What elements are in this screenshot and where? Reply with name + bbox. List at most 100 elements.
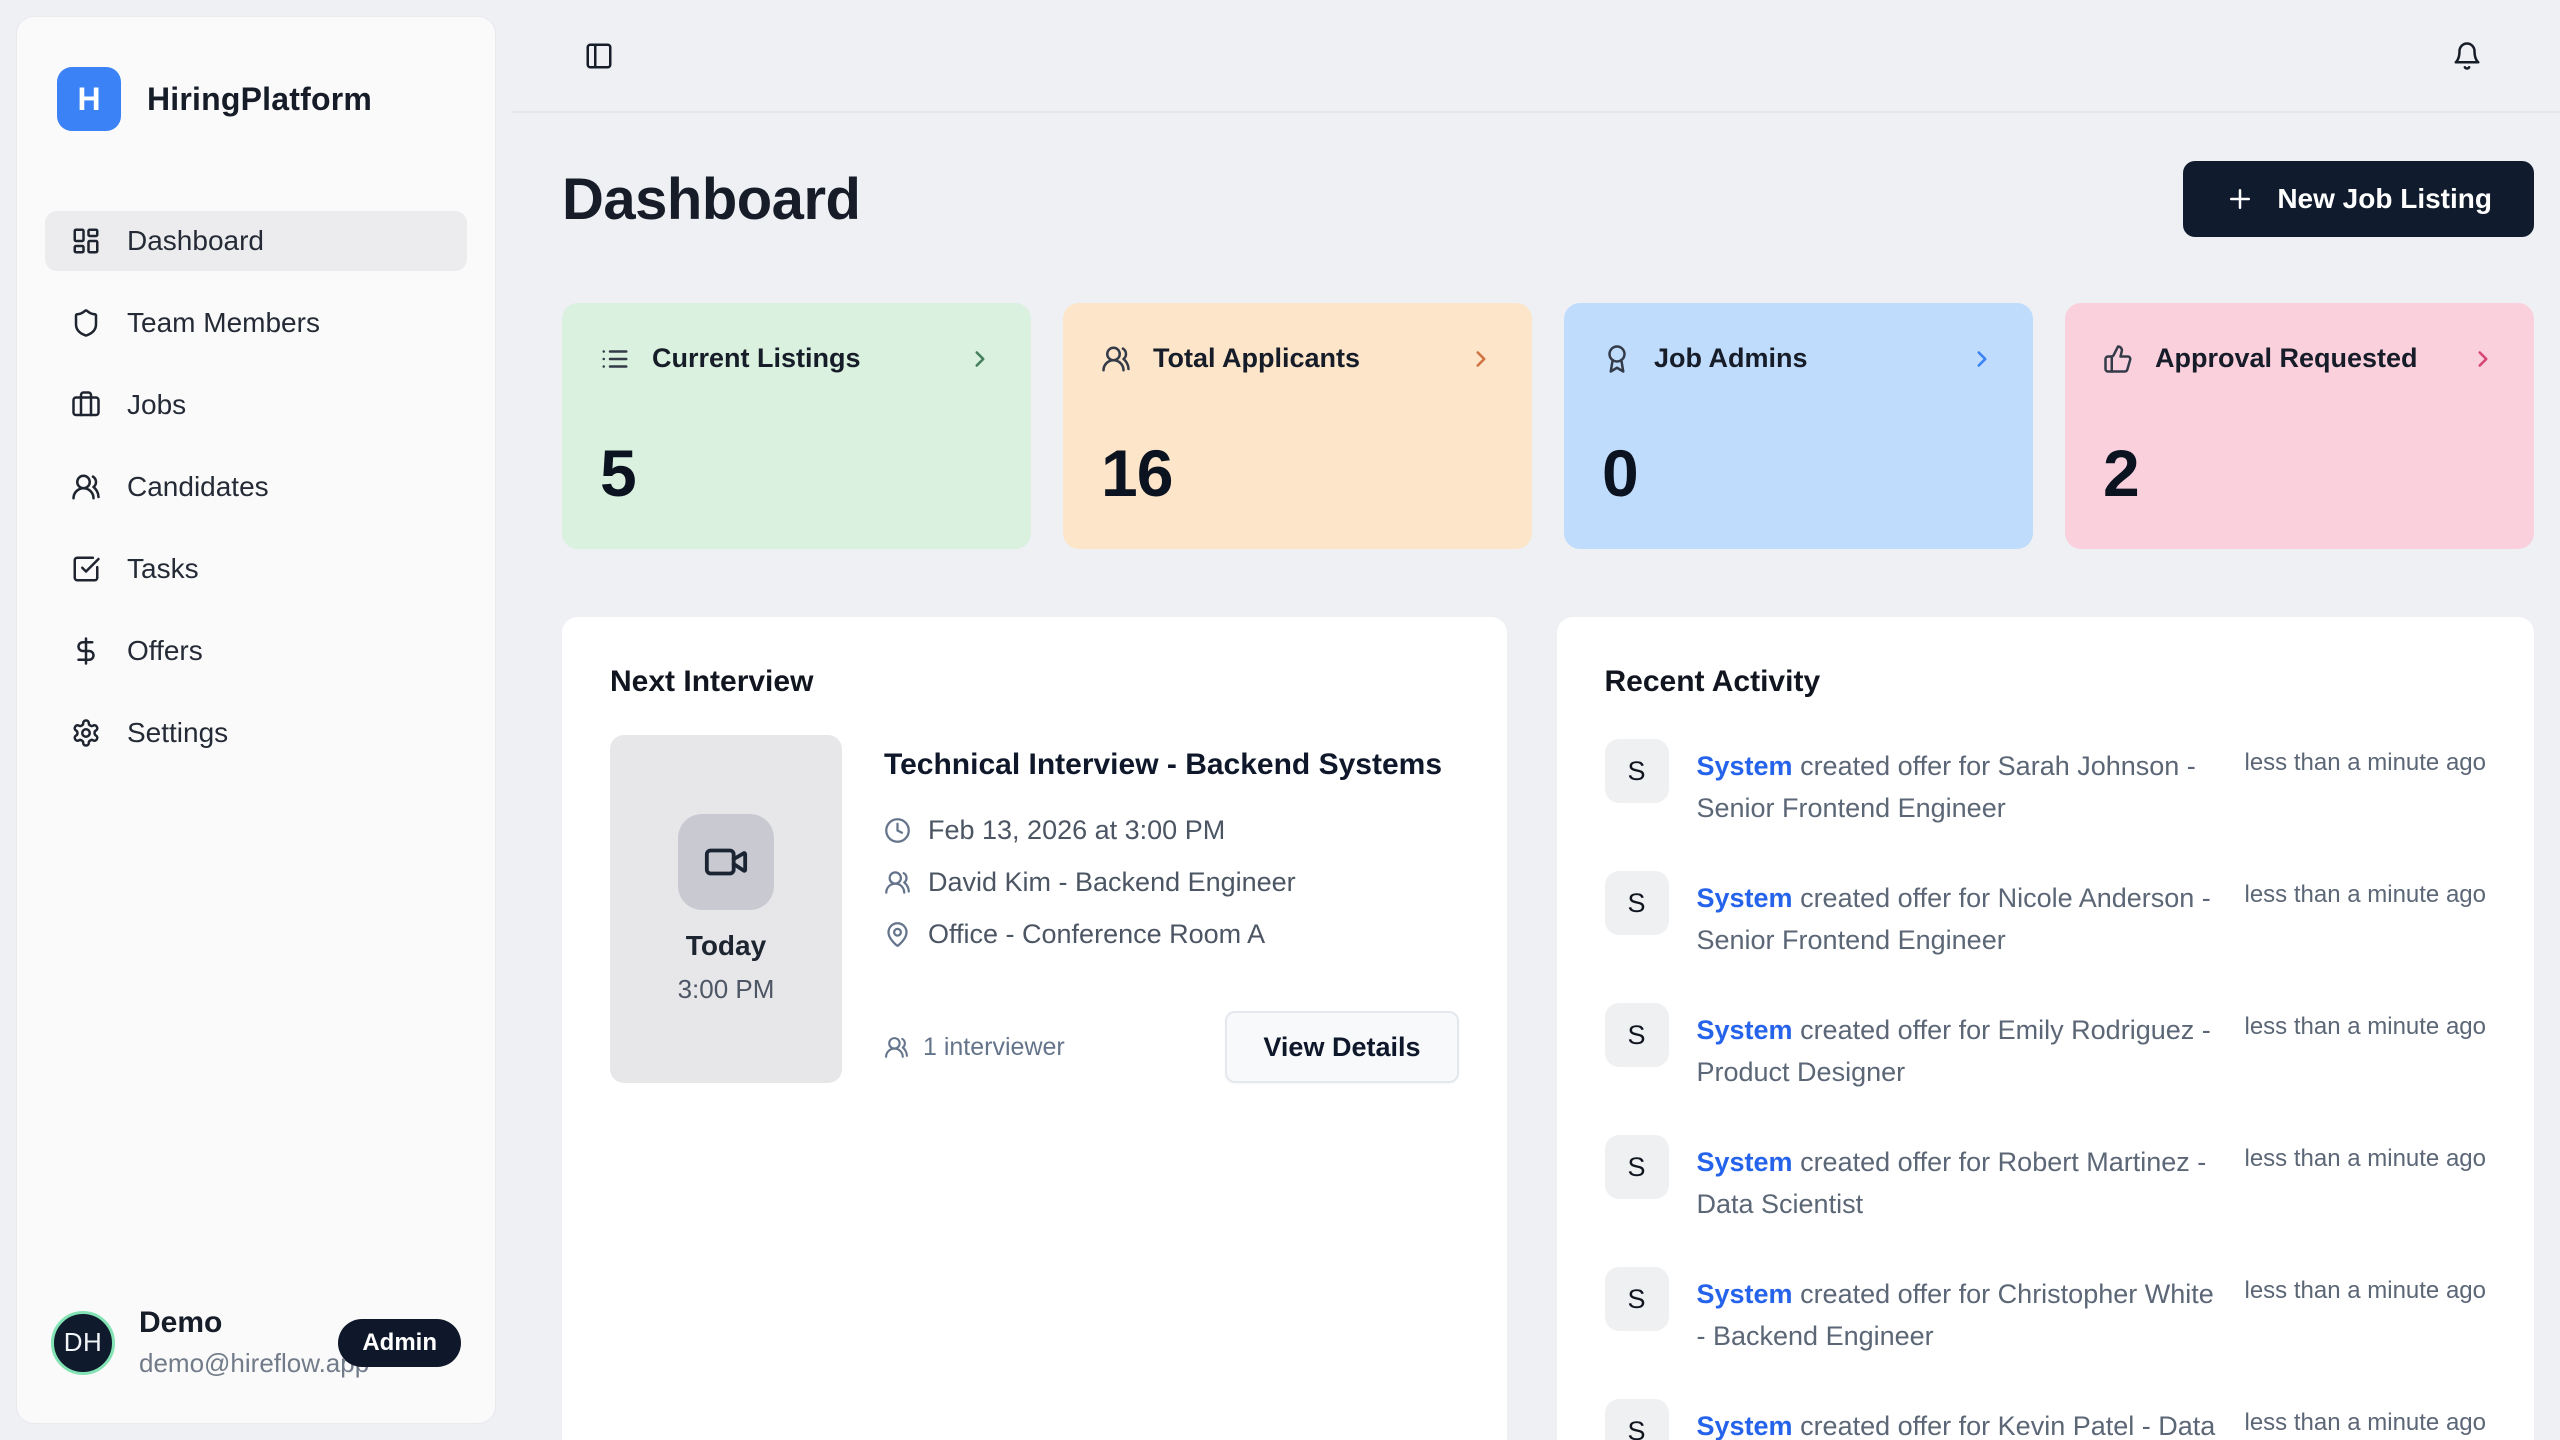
interview-body: Today 3:00 PM Technical Interview - Back… — [610, 735, 1459, 1083]
activity-avatar: S — [1604, 1135, 1669, 1199]
activity-avatar: S — [1604, 1267, 1669, 1331]
interview-person-row: David Kim - Backend Engineer — [884, 867, 1459, 898]
sidebar-item-team-members[interactable]: Team Members — [45, 293, 467, 353]
activity-text: System created offer for Sarah Johnson -… — [1697, 739, 2217, 829]
interview-footer: 1 interviewer View Details — [884, 1011, 1459, 1083]
stat-card-total-applicants[interactable]: Total Applicants 16 — [1063, 303, 1532, 549]
page-header: Dashboard New Job Listing — [562, 161, 2534, 237]
sidebar: H HiringPlatform Dashboard Team Members … — [16, 16, 496, 1424]
stat-card-header: Approval Requested — [2103, 343, 2496, 374]
thumbs-up-icon — [2103, 344, 2133, 374]
interview-datetime-row: Feb 13, 2026 at 3:00 PM — [884, 815, 1459, 846]
new-job-listing-label: New Job Listing — [2277, 183, 2492, 214]
plus-icon — [2225, 184, 2255, 214]
activity-actor-link[interactable]: System — [1696, 1015, 1793, 1045]
sidebar-item-label: Team Members — [127, 307, 320, 338]
award-icon — [1602, 344, 1632, 374]
recent-activity-panel: Recent Activity S System created offer f… — [1556, 617, 2534, 1440]
activity-avatar: S — [1604, 1003, 1669, 1067]
activity-text: System created offer for Robert Martinez… — [1697, 1135, 2217, 1225]
activity-item: S System created offer for Christopher W… — [1604, 1267, 2487, 1357]
sidebar-item-label: Candidates — [127, 471, 269, 502]
bell-icon — [2452, 41, 2482, 71]
stat-card-header: Current Listings — [600, 343, 993, 374]
activity-description: created offer for Christopher White - Ba… — [1696, 1279, 2214, 1351]
brand-logo-letter: H — [77, 80, 101, 117]
clock-icon — [884, 817, 911, 844]
interview-day: Today — [685, 929, 767, 961]
user-name: Demo — [139, 1306, 223, 1339]
brand: H HiringPlatform — [45, 67, 467, 131]
sidebar-item-dashboard[interactable]: Dashboard — [45, 211, 467, 271]
stat-value: 0 — [1602, 436, 1639, 510]
activity-timestamp: less than a minute ago — [2244, 1013, 2487, 1040]
activity-text: System created offer for Christopher Whi… — [1697, 1267, 2217, 1357]
sidebar-item-label: Dashboard — [127, 225, 264, 256]
activity-actor-link[interactable]: System — [1696, 883, 1793, 913]
interview-location-row: Office - Conference Room A — [884, 919, 1459, 950]
activity-actor-link[interactable]: System — [1696, 1279, 1793, 1309]
activity-actor-link[interactable]: System — [1696, 1147, 1793, 1177]
activity-item: S System created offer for Kevin Patel -… — [1604, 1399, 2487, 1440]
sidebar-item-offers[interactable]: Offers — [45, 621, 467, 681]
activity-text: System created offer for Nicole Anderson… — [1697, 871, 2217, 961]
interviewer-count-label: 1 interviewer — [923, 1032, 1065, 1061]
stat-cards: Current Listings 5 Total Applicants — [562, 303, 2534, 549]
stat-card-approval-requested[interactable]: Approval Requested 2 — [2065, 303, 2534, 549]
panels: Next Interview Today 3:00 PM Technical I… — [562, 617, 2534, 1440]
sidebar-item-jobs[interactable]: Jobs — [45, 375, 467, 435]
view-details-button[interactable]: View Details — [1225, 1011, 1459, 1083]
interview-tile: Today 3:00 PM — [610, 735, 842, 1083]
sidebar-nav: Dashboard Team Members Jobs Candidates T… — [45, 211, 467, 763]
notifications-button[interactable] — [2446, 35, 2488, 77]
activity-description: created offer for Sarah Johnson - Senior… — [1696, 751, 2196, 823]
briefcase-icon — [71, 390, 101, 420]
activity-text: System created offer for Kevin Patel - D… — [1697, 1399, 2217, 1440]
recent-activity-title: Recent Activity — [1604, 665, 1821, 698]
activity-timestamp: less than a minute ago — [2244, 881, 2487, 908]
stat-label: Approval Requested — [2155, 343, 2418, 373]
interview-datetime: Feb 13, 2026 at 3:00 PM — [928, 815, 1226, 845]
map-pin-icon — [884, 921, 911, 948]
next-interview-title: Next Interview — [610, 665, 814, 698]
avatar-initials: DH — [63, 1327, 103, 1357]
user-email: demo@hireflow.app — [139, 1348, 370, 1378]
brand-logo: H — [57, 67, 121, 131]
stat-label: Current Listings — [652, 343, 861, 373]
interviewer-count: 1 interviewer — [884, 1033, 1065, 1062]
activity-description: created offer for Robert Martinez - Data… — [1696, 1147, 2207, 1219]
sidebar-item-settings[interactable]: Settings — [45, 703, 467, 763]
new-job-listing-button[interactable]: New Job Listing — [2183, 161, 2534, 237]
sidebar-item-label: Jobs — [127, 389, 187, 420]
sidebar-toggle-button[interactable] — [578, 35, 620, 77]
stat-card-current-listings[interactable]: Current Listings 5 — [562, 303, 1031, 549]
stat-label: Total Applicants — [1153, 343, 1361, 373]
layout-dashboard-icon — [71, 226, 101, 256]
activity-item: S System created offer for Robert Martin… — [1604, 1135, 2486, 1225]
stat-card-header: Job Admins — [1602, 343, 1995, 374]
activity-actor-link[interactable]: System — [1696, 751, 1793, 781]
role-badge: Admin — [338, 1318, 461, 1367]
chevron-right-icon — [1969, 346, 1995, 372]
stat-card-job-admins[interactable]: Job Admins 0 — [1564, 303, 2033, 549]
activity-timestamp: less than a minute ago — [2244, 1277, 2487, 1304]
activity-description: created offer for Emily Rodriguez - Prod… — [1696, 1015, 2211, 1087]
interview-location: Office - Conference Room A — [928, 919, 1266, 949]
activity-list: S System created offer for Sarah Johnson… — [1604, 739, 2487, 1440]
sidebar-item-label: Tasks — [127, 553, 199, 584]
activity-actor-link[interactable]: System — [1696, 1411, 1793, 1440]
activity-timestamp: less than a minute ago — [2244, 1409, 2487, 1436]
check-square-icon — [71, 554, 101, 584]
interview-person: David Kim - Backend Engineer — [928, 867, 1296, 897]
user-meta: Demo demo@hireflow.app — [139, 1306, 370, 1379]
activity-avatar: S — [1604, 871, 1669, 935]
page-title: Dashboard — [562, 166, 861, 232]
chevron-right-icon — [1468, 346, 1494, 372]
user-profile[interactable]: DH Demo demo@hireflow.app Admin — [45, 1306, 467, 1379]
sidebar-item-tasks[interactable]: Tasks — [45, 539, 467, 599]
main-column: Dashboard New Job Listing Current Listin… — [512, 0, 2560, 1440]
list-icon — [600, 344, 630, 374]
stat-card-header: Total Applicants — [1101, 343, 1494, 374]
activity-item: S System created offer for Nicole Anders… — [1604, 871, 2487, 961]
sidebar-item-candidates[interactable]: Candidates — [45, 457, 467, 517]
